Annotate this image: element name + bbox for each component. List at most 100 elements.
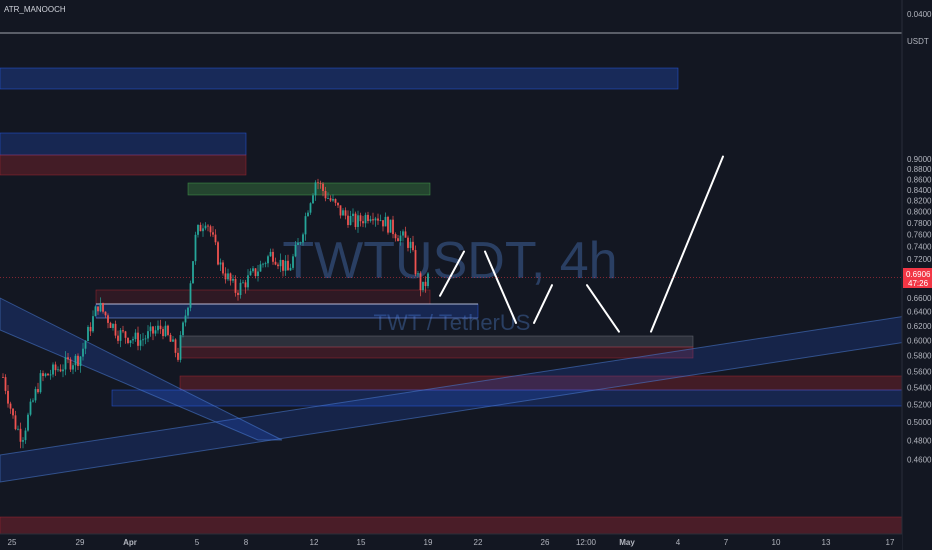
x-tick-label: 22	[474, 538, 483, 547]
y-tick-label: 0.5000	[907, 418, 932, 427]
time-axis[interactable]	[0, 534, 902, 550]
candle-body	[284, 260, 287, 271]
candle-body	[159, 325, 162, 330]
candle-body	[332, 199, 334, 201]
candle-body	[337, 202, 339, 206]
candle-body	[252, 268, 254, 272]
candle-body	[137, 332, 139, 346]
x-tick-label: 4	[676, 538, 681, 547]
bar-countdown: 47:26	[908, 279, 929, 288]
candle-body	[122, 330, 124, 332]
candle-body	[187, 307, 189, 316]
candle-body	[29, 401, 32, 415]
candle-body	[109, 322, 112, 328]
x-tick-label: 12:00	[576, 538, 597, 547]
candle-body	[164, 325, 167, 337]
zone-box	[0, 154, 247, 176]
candle-body	[427, 273, 429, 287]
candle-body	[312, 195, 314, 204]
candle-body	[194, 234, 197, 262]
trendlines-layer	[0, 297, 932, 483]
candle-body	[82, 348, 84, 357]
x-tick-label: 8	[244, 538, 249, 547]
candle-body	[362, 221, 364, 224]
candle-body	[149, 326, 152, 332]
candle-body	[239, 282, 242, 296]
candle-body	[202, 228, 204, 232]
candle-body	[169, 334, 172, 342]
candle-body	[69, 359, 72, 370]
candle-body	[377, 218, 379, 221]
candle-body	[97, 306, 99, 312]
candle-body	[369, 219, 372, 221]
candle-body	[269, 251, 272, 257]
y-tick-label: 0.6400	[907, 308, 932, 317]
candle-body	[192, 261, 194, 284]
candle-body	[342, 210, 344, 216]
candle-body	[32, 400, 34, 402]
candle-body	[339, 205, 342, 216]
candles-layer	[2, 178, 429, 449]
y-tick-label: 0.7200	[907, 255, 932, 264]
candle-body	[39, 373, 42, 393]
candle-body	[177, 352, 179, 360]
candle-body	[72, 365, 74, 370]
candle-body	[184, 315, 187, 323]
candle-body	[152, 326, 154, 334]
x-tick-label: 29	[76, 538, 85, 547]
candle-body	[249, 271, 252, 276]
candle-body	[244, 282, 247, 288]
candle-body	[212, 232, 214, 235]
y-tick-label: 0.6600	[907, 294, 932, 303]
zones-layer	[0, 67, 903, 535]
candle-body	[364, 214, 367, 224]
candle-body	[394, 234, 397, 239]
y-tick-label: 0.8000	[907, 208, 932, 217]
zone-box	[0, 67, 679, 90]
candle-body	[139, 340, 142, 346]
candle-body	[19, 428, 22, 442]
candle-body	[329, 198, 332, 201]
candle-body	[104, 311, 107, 316]
candle-body	[27, 414, 29, 431]
zone-box	[179, 346, 694, 359]
candle-body	[379, 220, 382, 222]
projection-segment	[439, 250, 465, 297]
author-name: ATR_MANOOCH	[4, 5, 66, 14]
x-tick-label: May	[619, 538, 635, 547]
last-price-label: 0.6906 47:26	[903, 268, 932, 288]
candle-body	[2, 377, 4, 378]
zone-box	[0, 132, 247, 156]
candle-body	[174, 339, 177, 353]
candle-body	[274, 261, 277, 265]
falling-trend-channel	[0, 297, 283, 441]
candle-body	[42, 373, 44, 377]
candle-body	[397, 238, 399, 242]
projection-segment	[484, 250, 517, 324]
x-tick-label: 7	[724, 538, 729, 547]
candle-body	[382, 220, 384, 227]
candle-body	[229, 273, 232, 281]
x-tick-label: 5	[195, 538, 200, 547]
y-tick-label: 0.4600	[907, 455, 932, 464]
candle-body	[302, 234, 304, 243]
last-price-value: 0.6906	[906, 270, 931, 279]
candle-body	[384, 216, 387, 227]
candle-body	[234, 278, 237, 293]
candle-body	[374, 218, 377, 221]
candle-body	[204, 225, 207, 229]
candle-body	[282, 259, 284, 271]
x-tick-label: 26	[541, 538, 550, 547]
candle-body	[197, 224, 199, 235]
candle-body	[114, 323, 117, 336]
candle-body	[154, 330, 157, 334]
candle-body	[94, 306, 97, 317]
candle-body	[57, 369, 59, 371]
candle-body	[324, 190, 327, 199]
y-tick-label: 0.7800	[907, 219, 932, 228]
candle-body	[52, 364, 54, 375]
candle-body	[414, 250, 417, 275]
y-tick-label: 0.5800	[907, 352, 932, 361]
projection-segment	[586, 284, 620, 333]
